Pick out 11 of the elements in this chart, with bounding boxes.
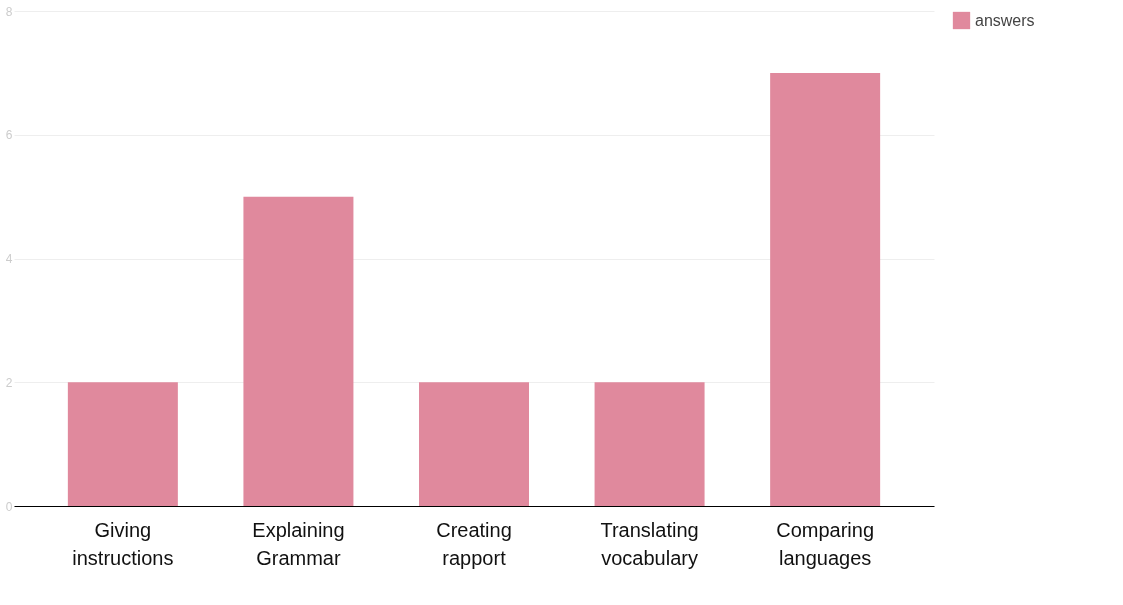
bar xyxy=(770,72,881,506)
x-tick-label: Creating rapport xyxy=(436,518,512,569)
x-tick-label: Translating vocabulary xyxy=(600,518,699,569)
x-tick-label: Comparing languages xyxy=(776,518,875,569)
bar xyxy=(243,196,354,506)
bar xyxy=(67,382,178,506)
x-tick-label: Giving instructions xyxy=(72,518,174,569)
bar xyxy=(594,382,705,506)
bar xyxy=(419,382,529,506)
x-tick-label: Explaining Grammar xyxy=(252,518,345,569)
legend-label: answers xyxy=(975,11,1035,29)
